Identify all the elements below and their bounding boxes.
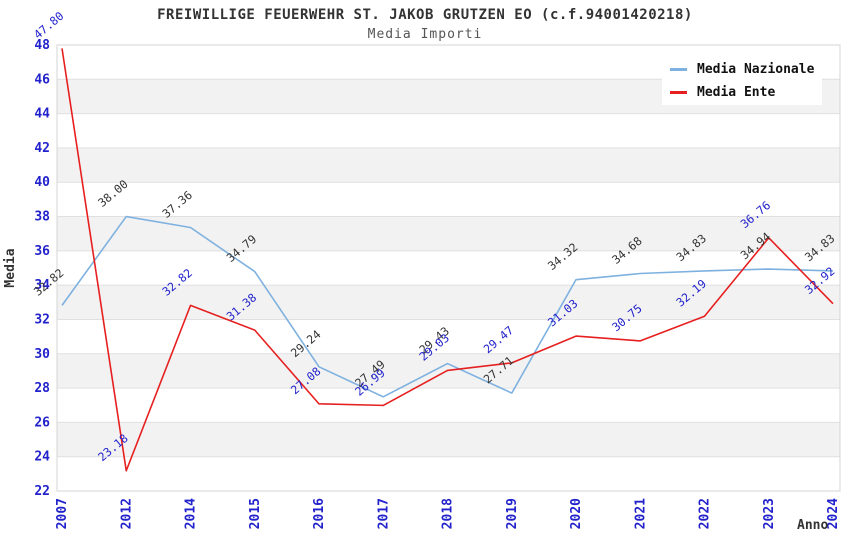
legend-line-swatch-nazionale — [670, 68, 687, 71]
y-tick-label: 36 — [34, 244, 50, 259]
legend-item-media-nazionale[interactable]: Media Nazionale — [670, 62, 814, 77]
data-label: 47.80 — [31, 9, 67, 42]
x-tick-label: 2014 — [184, 498, 199, 529]
y-tick-label: 42 — [34, 141, 50, 156]
legend-line-swatch-ente — [670, 91, 687, 94]
x-tick-label: 2023 — [762, 498, 777, 529]
y-tick-label: 28 — [34, 381, 50, 396]
x-tick-label: 2007 — [55, 498, 70, 529]
y-tick-label: 32 — [34, 312, 50, 327]
x-tick-label: 2016 — [312, 498, 327, 529]
legend-item-media-ente[interactable]: Media Ente — [670, 85, 814, 100]
plot-band — [57, 113, 840, 148]
series-line-media-nazionale — [61, 215, 834, 398]
y-tick-label: 34 — [34, 278, 50, 293]
legend: Media Nazionale Media Ente — [662, 57, 823, 105]
x-tick-label: 2018 — [441, 498, 456, 529]
chart-subtitle: Media Importi — [367, 27, 483, 42]
y-tick-label: 46 — [34, 72, 50, 87]
x-tick-label: 2012 — [119, 498, 134, 529]
x-tick-label: 2019 — [505, 498, 520, 529]
x-tick-label: 2017 — [376, 498, 391, 529]
y-tick-label: 48 — [34, 38, 50, 53]
plot-band — [57, 216, 840, 251]
plot-band — [57, 250, 840, 286]
x-tick-label: 2021 — [633, 498, 648, 529]
plot-band — [57, 422, 840, 457]
x-tick-label: 2024 — [826, 498, 841, 529]
y-tick-label: 40 — [34, 175, 50, 190]
x-axis-title: Anno — [797, 518, 828, 533]
legend-label-nazionale: Media Nazionale — [697, 62, 815, 77]
plot-band — [57, 456, 840, 491]
y-tick-label: 22 — [34, 484, 50, 499]
y-axis-title: Media — [3, 248, 18, 287]
y-tick-label: 38 — [34, 210, 50, 225]
y-tick-label: 26 — [34, 415, 50, 430]
y-tick-label: 24 — [34, 450, 50, 465]
x-tick-label: 2022 — [698, 498, 713, 529]
y-tick-label: 44 — [34, 107, 50, 122]
plot-band — [57, 182, 840, 217]
y-tick-label: 30 — [34, 347, 50, 362]
plot-band — [57, 319, 840, 354]
plot-band — [57, 388, 840, 423]
x-tick-label: 2015 — [248, 498, 263, 529]
series-line-media-ente — [61, 48, 834, 472]
chart-title: FREIWILLIGE FEUERWEHR ST. JAKOB GRUTZEN … — [157, 7, 693, 23]
plot-border — [56, 44, 841, 492]
plot-band — [57, 147, 840, 183]
legend-label-ente: Media Ente — [697, 85, 776, 100]
x-tick-label: 2020 — [569, 498, 584, 529]
